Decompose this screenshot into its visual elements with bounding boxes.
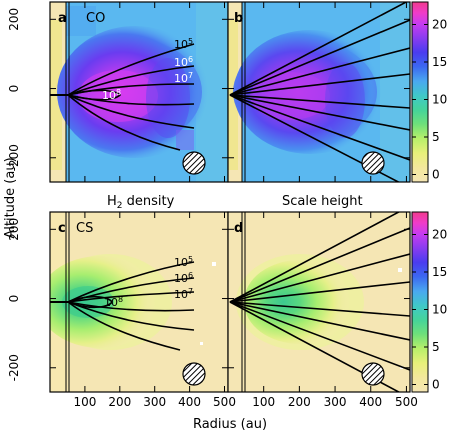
contours-b [229, 2, 410, 182]
panel-d: d [227, 211, 411, 393]
y-tick-label: -200 [7, 354, 21, 381]
panel-letter: d [234, 221, 243, 236]
panel-c: 105 106 107 108 c CS [49, 211, 229, 393]
beam-icon [361, 151, 385, 175]
colorbar-bottom: 0 5 10 15 20 [411, 211, 447, 393]
contours-a [50, 43, 195, 151]
panel-a: 105 106 107 108 a CO [49, 1, 229, 183]
x-tick-label: 200 [108, 395, 131, 409]
colorbar-tick-label: 0 [432, 168, 440, 182]
y-tick-label: 0 [7, 85, 21, 93]
contours-c [50, 261, 195, 351]
colorbar-tick-label: 15 [432, 55, 447, 69]
x-tick-label: 100 [73, 395, 96, 409]
y-tick-label: 200 [7, 8, 21, 31]
colorbar-tick-label: 5 [432, 340, 440, 354]
x-tick-label: 400 [178, 395, 201, 409]
y-axis-title: Altitude (au) [3, 157, 18, 238]
colorbar-tick-label: 10 [432, 93, 447, 107]
colorbar-tick-label: 20 [432, 228, 447, 242]
x-tick-label: 200 [288, 395, 311, 409]
axis-ticks: 200 0 -200 100 200 300 400 500 200 0 -200 100 200 300… [7, 2, 418, 409]
x-tick-label: 300 [143, 395, 166, 409]
svg-text:108: 108 [104, 295, 123, 309]
title-h2-density: H2 density [107, 194, 175, 211]
colorbar-tick-label: 5 [432, 130, 440, 144]
beam-icon [182, 151, 206, 175]
beam-icon [361, 362, 385, 386]
y-tick-label: 200 [7, 218, 21, 241]
svg-text:107: 107 [174, 71, 193, 85]
x-tick-label: 300 [324, 395, 347, 409]
contour-labels-a: 105 106 107 108 [102, 37, 193, 102]
title-scale-height: Scale height [282, 194, 363, 209]
panel-letter: c [58, 221, 66, 236]
colorbar-tick-label: 10 [432, 303, 447, 317]
colorbar-tick-label: 15 [432, 265, 447, 279]
panel-b: b [227, 1, 411, 183]
x-axis-title: Radius (au) [193, 417, 267, 432]
svg-text:107: 107 [174, 287, 193, 301]
y-tick-label: -200 [7, 144, 21, 171]
colorbar-top: 0 5 10 15 20 [411, 1, 447, 183]
panel-letter: a [58, 11, 67, 26]
svg-text:106: 106 [174, 271, 193, 285]
svg-text:108: 108 [102, 88, 121, 102]
panel-letter: b [234, 11, 243, 26]
molecule-label: CS [76, 221, 93, 236]
contour-labels-c: 105 106 107 108 [104, 255, 193, 309]
svg-text:105: 105 [174, 255, 193, 269]
x-tick-label: 500 [213, 395, 236, 409]
colorbar-tick-label: 0 [432, 378, 440, 392]
x-tick-label: 500 [395, 395, 418, 409]
beam-icon [182, 362, 206, 386]
y-tick-label: 0 [7, 295, 21, 303]
svg-text:105: 105 [174, 37, 193, 51]
x-tick-label: 100 [252, 395, 275, 409]
x-tick-label: 400 [359, 395, 382, 409]
svg-text:106: 106 [174, 55, 193, 69]
molecule-label: CO [86, 11, 105, 26]
colorbar-tick-label: 20 [432, 18, 447, 32]
